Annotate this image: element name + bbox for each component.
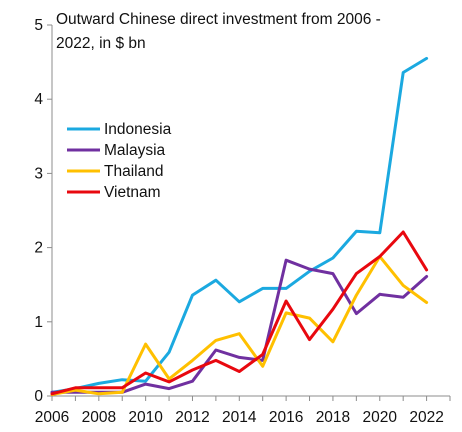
x-tick-label: 2010 — [128, 409, 163, 426]
x-tick-label: 2016 — [269, 409, 303, 426]
y-tick-label: 2 — [34, 240, 43, 257]
x-tick-label: 2018 — [316, 409, 350, 426]
y-tick-label: 5 — [34, 17, 43, 34]
legend-label-vietnam: Vietnam — [104, 184, 161, 201]
x-tick-label: 2012 — [175, 409, 209, 426]
series-lines — [50, 56, 429, 396]
x-tick-label: 2014 — [222, 409, 257, 426]
y-tick-label: 3 — [34, 165, 43, 182]
y-tick-labels: 0 1 2 3 4 5 — [34, 17, 43, 405]
legend: Indonesia Malaysia Thailand Vietnam — [67, 121, 172, 201]
legend-label-indonesia: Indonesia — [104, 121, 172, 138]
x-tick-label: 2006 — [35, 409, 69, 426]
axes — [47, 24, 451, 401]
x-tick-label: 2008 — [82, 409, 116, 426]
series-line-thailand — [50, 255, 429, 396]
legend-label-malaysia: Malaysia — [104, 142, 166, 159]
x-tick-labels: 2006 2008 2010 2012 2014 2016 2018 2020 2022 — [35, 409, 444, 426]
x-tick-label: 2020 — [363, 409, 398, 426]
chart-title-line-2: 2022, in $ bn — [56, 35, 146, 52]
series-line-indonesia — [50, 56, 429, 394]
y-tick-label: 4 — [34, 91, 43, 108]
x-tick-label: 2022 — [409, 409, 443, 426]
series-line-vietnam — [50, 230, 429, 396]
y-tick-label: 0 — [34, 388, 43, 405]
y-tick-label: 1 — [34, 314, 43, 331]
chart-title-line-1: Outward Chinese direct investment from 2… — [56, 11, 381, 28]
legend-label-thailand: Thailand — [104, 163, 163, 180]
chart-title: Outward Chinese direct investment from 2… — [56, 11, 381, 52]
